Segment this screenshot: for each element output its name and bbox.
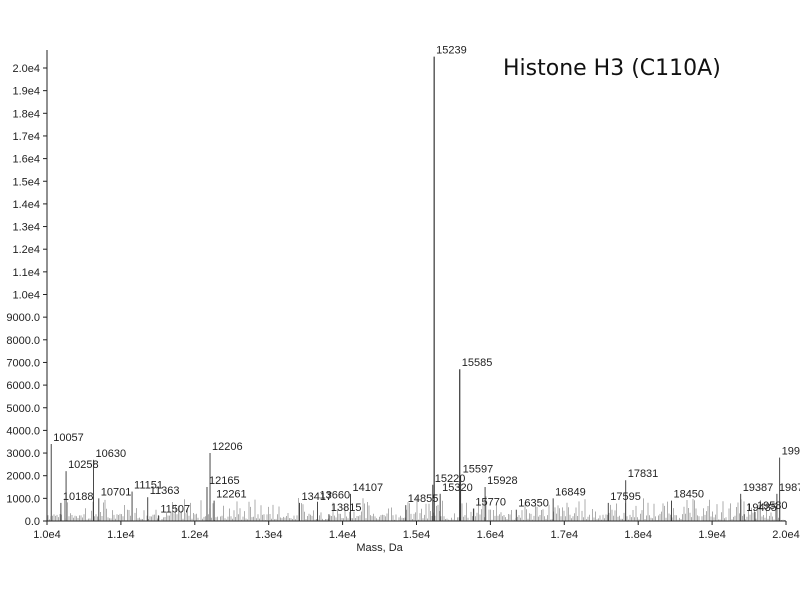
peak-label: 19877 xyxy=(779,482,800,494)
peak-label: 15585 xyxy=(462,357,493,369)
y-tick-label: 4000.0 xyxy=(6,425,40,437)
peak-label: 14107 xyxy=(353,482,384,494)
peak-label: 13815 xyxy=(331,502,362,514)
peak-label: 11151 xyxy=(134,480,163,492)
x-tick-label: 1.9e4 xyxy=(698,529,726,541)
peak-label: 13660 xyxy=(319,490,350,502)
peaks-group xyxy=(50,56,781,521)
peak-label: 14855 xyxy=(408,493,439,505)
peak-label: 11507 xyxy=(160,503,190,515)
x-tick-label: 1.6e4 xyxy=(477,529,505,541)
y-tick-label: 1.4e4 xyxy=(12,199,40,211)
x-tick-label: 1.3e4 xyxy=(255,529,283,541)
baseline-noise-path xyxy=(47,496,785,521)
peak-label: 19387 xyxy=(743,482,774,494)
peak-label: 17831 xyxy=(628,468,659,480)
peak-label: 15597 xyxy=(463,464,494,476)
y-tick-label: 1.5e4 xyxy=(12,176,40,188)
peak-label: 19580 xyxy=(757,500,788,512)
peak-label: 15770 xyxy=(475,497,506,509)
peak-label: 13417 xyxy=(302,491,333,503)
y-tick-label: 1.8e4 xyxy=(12,108,40,120)
peak-label: 15220 xyxy=(435,473,466,485)
y-tick-label: 2000.0 xyxy=(6,471,40,483)
y-tick-label: 1.1e4 xyxy=(12,267,40,279)
y-tick-label: 1.9e4 xyxy=(12,86,40,98)
y-tick-label: 1.3e4 xyxy=(12,222,40,234)
y-tick-label: 5000.0 xyxy=(6,403,40,415)
peak-label: 17595 xyxy=(610,491,641,503)
x-tick-label: 1.5e4 xyxy=(403,529,431,541)
x-ticks-group: 1.0e4 1.1e4 1.2e4 1.3e4 1.4e4 1.5e4 1.6e4 1.7e4… xyxy=(33,521,800,541)
baseline-noise xyxy=(47,496,785,521)
peak-label: 10630 xyxy=(96,448,127,460)
x-tick-label: 1.2e4 xyxy=(181,529,209,541)
y-tick-label: 1.7e4 xyxy=(12,131,40,143)
x-tick-label: 1.7e4 xyxy=(551,529,579,541)
x-tick-label: 1.4e4 xyxy=(329,529,357,541)
x-tick-label: 2.0e4 xyxy=(772,529,800,541)
peak-label: 12165 xyxy=(209,475,240,487)
peak-label: 19435 xyxy=(746,502,777,514)
peak-label: 10258 xyxy=(68,459,99,471)
peak-label: 16849 xyxy=(555,486,586,498)
axes-group xyxy=(46,50,786,522)
peak-label: 10188 xyxy=(63,491,94,503)
peak-label: 12261 xyxy=(216,489,247,501)
y-tick-label: 1000.0 xyxy=(6,493,40,505)
y-tick-label: 6000.0 xyxy=(6,380,40,392)
peak-label: 10701 xyxy=(101,486,132,498)
peak-label: 16350 xyxy=(518,498,549,510)
x-tick-label: 1.1e4 xyxy=(107,529,135,541)
y-tick-label: 1.2e4 xyxy=(12,244,40,256)
x-tick-label: 1.0e4 xyxy=(33,529,61,541)
y-tick-label: 3000.0 xyxy=(6,448,40,460)
peak-label: 10057 xyxy=(53,432,84,444)
peak-label: 15928 xyxy=(487,475,518,487)
chart-title: Histone H3 (C110A) xyxy=(503,56,721,81)
peak-label: 11363 xyxy=(150,485,180,497)
y-tick-label: 1.6e4 xyxy=(12,154,40,166)
y-tick-label: 9000.0 xyxy=(6,312,40,324)
y-tick-label: 1.0e4 xyxy=(12,290,40,302)
y-tick-label: 8000.0 xyxy=(6,335,40,347)
peak-label: 19914 xyxy=(782,446,800,458)
x-axis-title: Mass, Da xyxy=(356,542,403,554)
peak-label: 18450 xyxy=(673,489,704,501)
y-tick-label: 2.0e4 xyxy=(12,63,40,75)
peak-label: 12206 xyxy=(212,441,243,453)
peak-label: 15320 xyxy=(442,482,473,494)
y-tick-label: 0.0 xyxy=(25,516,40,528)
y-tick-label: 7000.0 xyxy=(6,357,40,369)
y-ticks-group: 0.0 1000.0 2000.0 3000.0 4000.0 5000.0 6000.0 7… xyxy=(6,63,47,528)
peak-label: 15239 xyxy=(436,45,467,57)
x-tick-label: 1.8e4 xyxy=(624,529,652,541)
